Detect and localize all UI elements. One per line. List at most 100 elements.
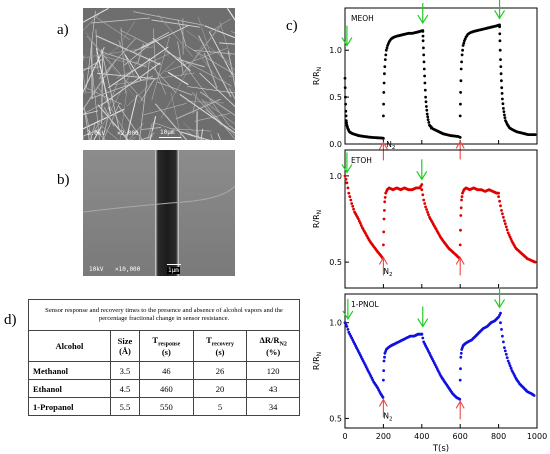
panel-label-b: b) xyxy=(57,172,70,188)
data-point xyxy=(343,76,347,80)
data-point xyxy=(533,260,537,264)
data-point xyxy=(423,74,426,78)
data-point xyxy=(344,102,347,106)
cell-size: 5.5 xyxy=(109,397,141,416)
nanowire-fiber xyxy=(97,85,127,134)
y-axis-label: R/RN xyxy=(312,210,323,228)
nanowire-fiber xyxy=(152,38,191,72)
data-point xyxy=(382,369,386,372)
cell-recovery: 26 xyxy=(192,361,248,380)
n2-annotation: N2 xyxy=(383,267,392,278)
y-axis-label-sub: N xyxy=(316,67,323,72)
data-point xyxy=(344,177,348,181)
y-axis-label-sub: N xyxy=(316,210,323,215)
nanowire-fiber xyxy=(157,81,193,96)
sem-a-scale-label: 10µm xyxy=(160,129,175,136)
nanowire-fiber xyxy=(219,42,235,45)
series-label: MEOH xyxy=(351,14,374,23)
nanowire-fiber xyxy=(83,108,125,130)
data-point xyxy=(460,53,464,57)
data-point xyxy=(499,65,503,68)
nitrogen-arrow-icon xyxy=(455,400,465,420)
data-point xyxy=(459,228,462,232)
nanowire-fiber xyxy=(93,126,102,140)
data-point xyxy=(500,328,503,331)
vapor-on-arrow-icon xyxy=(494,287,506,309)
sem-b-scale-bar xyxy=(167,264,181,265)
data-point xyxy=(346,186,350,190)
nanowire-fiber xyxy=(101,50,104,125)
data-point xyxy=(502,107,505,110)
y-tick-label: 1.0 xyxy=(329,46,342,55)
data-point xyxy=(502,110,506,113)
data-point xyxy=(427,213,430,217)
nanowire-fiber xyxy=(151,65,177,94)
nanowire-fiber xyxy=(83,46,105,93)
nanowire-fiber xyxy=(139,135,153,140)
data-point xyxy=(343,174,347,178)
header-delta: ΔR/RN2 (%) xyxy=(246,330,300,362)
nanowire-fiber xyxy=(154,66,166,95)
nanowire-fiber xyxy=(83,107,90,140)
vapor-on-arrow-icon xyxy=(416,159,428,181)
data-point xyxy=(384,48,388,52)
data-point xyxy=(382,378,385,382)
data-point xyxy=(500,79,503,83)
nanowire-fiber xyxy=(125,94,138,140)
cell-alcohol: Methanol xyxy=(28,361,111,380)
nanowire-fiber xyxy=(118,40,134,76)
nanowire-fiber xyxy=(98,123,119,140)
x-tick-label: 600 xyxy=(453,432,468,441)
data-point xyxy=(350,202,354,205)
data-point xyxy=(532,394,536,397)
data-point xyxy=(345,121,348,125)
sem-image-a: 2.0kV ×2,000 10µm xyxy=(83,8,235,140)
nanowire-fiber xyxy=(217,53,235,71)
table-row: Ethanol 4.5 460 20 43 xyxy=(28,379,300,398)
nanowire-fiber xyxy=(152,28,156,71)
header-alcohol: Alcohol xyxy=(28,330,111,362)
nanowire-fiber xyxy=(103,106,115,127)
chart-panel-2: 0.5 1.0 R/RN ETOH N2 xyxy=(312,149,538,289)
data-point xyxy=(359,221,362,225)
data-point xyxy=(506,359,510,363)
data-point xyxy=(498,48,502,52)
nanowire-fiber xyxy=(126,60,175,107)
data-point xyxy=(345,181,349,185)
data-point xyxy=(505,228,509,232)
data-point xyxy=(460,198,463,202)
cell-delta: 34 xyxy=(246,397,300,416)
table-row: 1-Propanol 5.5 550 5 34 xyxy=(28,397,300,416)
data-point xyxy=(459,206,463,210)
nanowire-fiber xyxy=(83,8,109,23)
data-point xyxy=(499,311,502,315)
cell-delta: 43 xyxy=(246,379,300,398)
data-point xyxy=(385,46,389,50)
nanowire-fiber xyxy=(160,44,203,119)
nanowire-fiber xyxy=(226,8,235,21)
y-tick-label: 1.0 xyxy=(329,319,342,328)
data-point xyxy=(422,60,426,64)
data-point xyxy=(499,321,502,325)
cell-alcohol: Ethanol xyxy=(28,379,111,398)
sem-b-voltage: 10kV xyxy=(89,266,104,273)
series-label: 1-PNOL xyxy=(351,300,380,309)
data-point xyxy=(352,207,355,211)
data-point xyxy=(503,113,506,117)
data-point xyxy=(503,346,506,349)
nanowire-fiber xyxy=(83,66,102,70)
data-point xyxy=(461,44,465,47)
data-point xyxy=(458,136,462,139)
cell-delta: 120 xyxy=(246,361,300,380)
y-tick-label: 1.0 xyxy=(329,172,342,181)
data-point xyxy=(421,34,425,38)
plot-frame xyxy=(344,293,538,429)
nanowire-fiber xyxy=(119,29,149,45)
data-point xyxy=(383,200,387,204)
data-point xyxy=(503,219,506,223)
cell-response: 46 xyxy=(139,361,194,380)
data-point xyxy=(501,102,505,106)
data-point xyxy=(425,105,428,108)
plot-frame xyxy=(344,149,538,289)
data-point xyxy=(343,86,347,90)
